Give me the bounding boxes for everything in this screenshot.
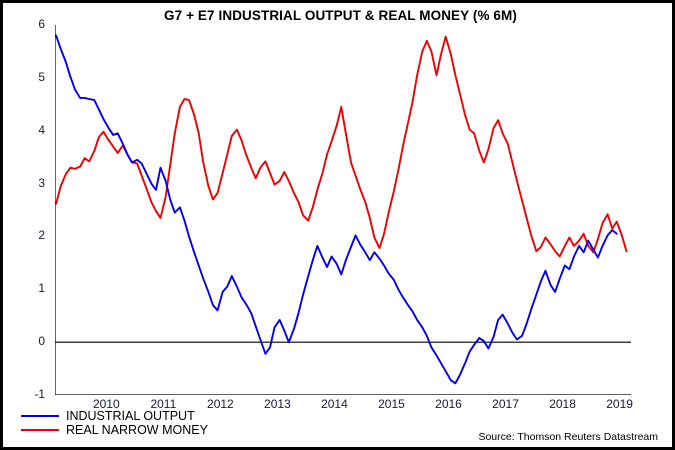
y-axis-tick-label: 4: [38, 122, 45, 137]
legend-label-industrial-output: INDUSTRIAL OUTPUT: [66, 409, 195, 423]
y-axis-tick-label: -1: [34, 387, 45, 401]
y-axis-tick-label: 1: [38, 281, 45, 296]
plot-area: [55, 25, 631, 395]
chart-title: G7 + E7 INDUSTRIAL OUTPUT & REAL MONEY (…: [164, 8, 517, 23]
y-axis-tick-label: 2: [38, 228, 45, 243]
x-axis-tick-label: 2011: [150, 397, 177, 411]
x-axis-tick-label: 2012: [207, 397, 234, 411]
legend-item-real-narrow-money: REAL NARROW MONEY: [21, 423, 208, 437]
source-attribution: Source: Thomson Reuters Datastream: [478, 431, 658, 443]
legend-swatch-industrial-output: [21, 415, 59, 417]
chart-legend: INDUSTRIAL OUTPUT REAL NARROW MONEY: [21, 409, 208, 437]
x-axis-tick-label: 2019: [606, 397, 633, 411]
y-axis-tick-label: 5: [38, 69, 45, 84]
x-axis-tick-label: 2014: [321, 397, 348, 411]
x-axis-tick-label: 2010: [92, 397, 120, 411]
x-axis-tick-label: 2015: [378, 397, 405, 411]
series-line-industrial-output: [55, 34, 618, 385]
x-axis-tick-label: 2016: [435, 397, 462, 411]
y-axis-tick-label: 0: [38, 334, 45, 349]
y-axis-tick-label: 6: [38, 17, 45, 31]
x-axis-tick-label: 2013: [264, 397, 291, 411]
x-axis-tick-label: 2017: [492, 397, 519, 411]
legend-item-industrial-output: INDUSTRIAL OUTPUT: [21, 409, 208, 423]
axis-lines: [55, 25, 631, 395]
legend-label-real-narrow-money: REAL NARROW MONEY: [66, 423, 208, 437]
series-line-real-narrow-money: [55, 35, 628, 258]
y-axis-tick-label: 3: [38, 175, 45, 190]
legend-swatch-real-narrow-money: [21, 429, 59, 431]
chart-canvas: [55, 25, 631, 395]
x-axis-tick-label: 2018: [549, 397, 576, 411]
